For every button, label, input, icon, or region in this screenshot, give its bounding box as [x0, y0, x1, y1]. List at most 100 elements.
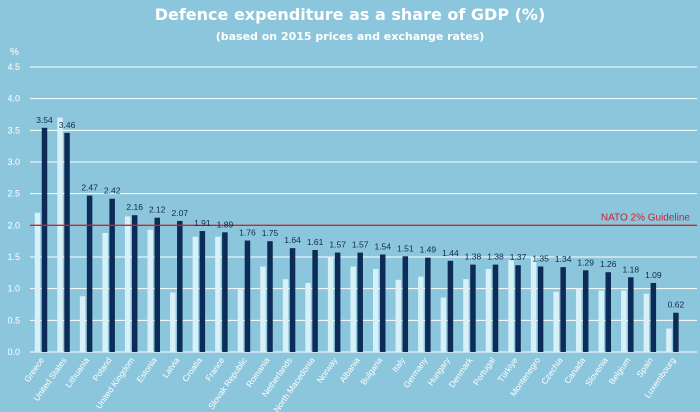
bar-2023e — [628, 277, 634, 352]
value-label: 1.44 — [442, 248, 459, 258]
bar-2023e — [41, 127, 48, 352]
bar-2023e — [244, 240, 251, 352]
y-tick-label: 0.0 — [7, 347, 20, 357]
bar-2014 — [237, 289, 244, 352]
bar-2023e — [289, 248, 296, 352]
value-label: 2.07 — [172, 208, 189, 218]
bar-2014 — [440, 297, 447, 352]
bar-2023e — [515, 265, 521, 352]
category-label: Croatia — [180, 355, 204, 383]
chart-title: Defence expenditure as a share of GDP (%… — [155, 5, 546, 24]
value-label: 1.64 — [284, 235, 301, 245]
category-label: France — [203, 355, 227, 383]
bar-2014 — [643, 293, 650, 352]
bar-2023e — [131, 215, 138, 352]
category-label: Belgium — [607, 355, 633, 386]
value-label: 1.89 — [217, 219, 234, 229]
bar-2014 — [102, 232, 108, 352]
y-tick-label: 4.5 — [7, 62, 20, 72]
value-label: 1.76 — [239, 228, 256, 238]
category-label: Slovenia — [583, 355, 610, 388]
value-label: 1.57 — [352, 240, 369, 250]
bar-2023e — [177, 220, 183, 352]
value-label: 0.62 — [668, 300, 685, 310]
value-label: 1.38 — [487, 252, 504, 262]
bar-2023e — [650, 282, 657, 352]
value-label: 1.18 — [623, 264, 640, 274]
bar-2014 — [418, 276, 424, 352]
bar-2014 — [282, 279, 289, 352]
bar-2014 — [79, 296, 86, 352]
y-tick-label: 3.5 — [7, 125, 20, 135]
category-label: Poland — [90, 355, 114, 383]
value-label: 1.35 — [532, 254, 549, 264]
bar-2014 — [350, 266, 356, 352]
value-label: 1.49 — [420, 245, 437, 255]
category-label: Italy — [390, 355, 408, 374]
value-label: 3.46 — [59, 120, 76, 130]
category-label: Norway — [315, 355, 340, 385]
bar-2014 — [192, 236, 199, 352]
bar-2023e — [605, 272, 611, 352]
bar-2014 — [575, 288, 582, 352]
bar-2014 — [215, 236, 221, 352]
value-label: 1.26 — [600, 259, 617, 269]
bar-2023e — [86, 195, 93, 352]
category-label: Spain — [634, 355, 655, 379]
bar-2023e — [560, 267, 566, 352]
bar-2023e — [425, 257, 431, 352]
bar-2014 — [34, 212, 41, 352]
bar-2014 — [327, 257, 334, 352]
value-label: 1.09 — [645, 270, 662, 280]
bar-2014 — [147, 229, 153, 352]
bar-2014 — [621, 290, 627, 352]
value-label: 1.37 — [510, 252, 527, 262]
value-label: 1.51 — [397, 243, 414, 253]
bar-2023e — [334, 252, 341, 352]
value-label: 1.75 — [262, 228, 279, 238]
y-tick-label: 1.5 — [7, 252, 20, 262]
bar-2023e — [673, 312, 679, 352]
y-tick-label: 3.0 — [7, 157, 20, 167]
value-label: 2.16 — [126, 202, 143, 212]
value-label: 1.34 — [555, 254, 572, 264]
bar-2014 — [463, 279, 469, 352]
bar-2023e — [447, 260, 454, 352]
category-label: Estonia — [134, 355, 159, 384]
bar-2014 — [57, 117, 63, 353]
value-label: 1.29 — [577, 257, 594, 267]
value-label: 1.38 — [465, 252, 482, 262]
bar-2023e — [312, 250, 318, 352]
bar-2023e — [267, 241, 273, 352]
bar-2023e — [357, 252, 363, 352]
bar-2023e — [222, 232, 228, 352]
bar-2014 — [598, 290, 604, 352]
bar-2023e — [582, 270, 589, 352]
bar-2023e — [199, 231, 206, 352]
value-label: 2.42 — [104, 186, 121, 196]
value-label: 2.47 — [81, 183, 98, 193]
value-label: 3.54 — [36, 115, 53, 125]
y-tick-label: 0.5 — [7, 315, 20, 325]
bar-2014 — [395, 279, 402, 352]
bar-2023e — [154, 217, 160, 352]
value-label: 1.57 — [329, 240, 346, 250]
y-tick-label: 4.0 — [7, 94, 20, 104]
value-label: 1.54 — [374, 241, 391, 251]
bar-2023e — [470, 264, 476, 352]
category-label: Latvia — [160, 355, 181, 380]
y-tick-label: 2.0 — [7, 220, 20, 230]
bar-2014 — [485, 269, 492, 352]
bar-2014 — [170, 292, 176, 352]
bar-2014 — [305, 282, 311, 352]
category-label: Bulgaria — [358, 355, 384, 387]
bar-2014 — [666, 328, 672, 352]
bar-2023e — [402, 256, 409, 352]
bar-2023e — [492, 264, 499, 352]
bar-2014 — [124, 216, 131, 352]
value-label: 2.12 — [149, 205, 166, 215]
category-label: Germany — [401, 355, 430, 390]
value-label: 1.91 — [194, 218, 211, 228]
y-tick-label: 1.0 — [7, 284, 20, 294]
